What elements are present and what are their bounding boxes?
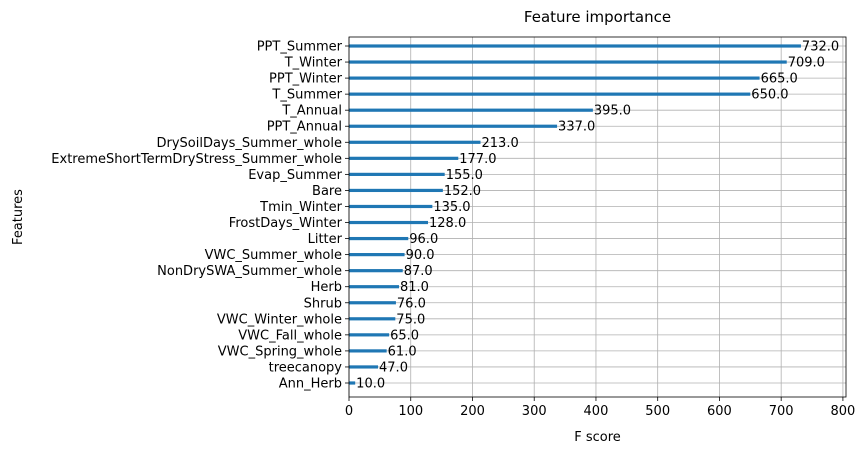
bar-value-label: 75.0 xyxy=(396,312,425,327)
bar xyxy=(349,188,443,193)
bar xyxy=(349,44,801,48)
bar xyxy=(349,381,356,385)
bar xyxy=(349,285,400,289)
bar xyxy=(349,220,429,225)
bar xyxy=(349,253,405,257)
bar-value-label: 96.0 xyxy=(409,232,438,247)
x-tick-label: 200 xyxy=(460,404,485,419)
y-tick-label: Litter xyxy=(308,232,343,247)
bar-value-label: 76.0 xyxy=(397,296,426,311)
bar-value-label: 81.0 xyxy=(400,280,429,295)
chart-title: Feature importance xyxy=(524,8,671,26)
bar xyxy=(349,317,396,321)
bar xyxy=(349,108,593,112)
y-tick-label: FrostDays_Winter xyxy=(229,216,343,231)
y-tick-label: Herb xyxy=(311,280,342,295)
y-tick-label: NonDrySWA_Summer_whole xyxy=(157,264,342,279)
bar-value-label: 47.0 xyxy=(379,360,408,375)
bar-value-label: 65.0 xyxy=(390,328,419,343)
y-tick-label: VWC_Winter_whole xyxy=(217,312,342,327)
x-tick-label: 800 xyxy=(830,404,855,419)
y-tick-label: treecanopy xyxy=(269,360,343,375)
x-tick-label: 500 xyxy=(645,404,670,419)
y-tick-label: VWC_Spring_whole xyxy=(218,344,342,359)
bar-value-label: 650.0 xyxy=(751,88,788,103)
bar-value-label: 155.0 xyxy=(446,168,483,183)
bar-value-label: 152.0 xyxy=(444,184,481,199)
bar-value-label: 177.0 xyxy=(459,152,496,167)
bar xyxy=(349,365,379,369)
bar xyxy=(349,140,481,144)
bar xyxy=(349,76,760,80)
axes-frame xyxy=(348,36,847,398)
bar xyxy=(349,269,403,273)
bar-value-label: 665.0 xyxy=(761,72,798,87)
bar xyxy=(349,92,751,96)
bars xyxy=(349,44,801,385)
y-axis-title: Features xyxy=(11,189,26,245)
bar-value-label: 135.0 xyxy=(433,200,470,215)
bar xyxy=(349,60,787,64)
x-tick-label: 700 xyxy=(769,404,794,419)
bar xyxy=(349,204,433,209)
bar xyxy=(349,236,409,241)
x-axis-title: F score xyxy=(574,430,621,445)
y-tick-label: Evap_Summer xyxy=(248,168,342,183)
bar xyxy=(349,301,396,305)
bar xyxy=(349,172,445,176)
x-tick-label: 600 xyxy=(707,404,732,419)
y-tick-label: VWC_Fall_whole xyxy=(238,328,342,343)
x-tick-label: 300 xyxy=(522,404,547,419)
bar xyxy=(349,333,390,337)
x-tick-label: 100 xyxy=(398,404,423,419)
x-tick-label: 0 xyxy=(345,404,353,419)
x-ticks: 0 100 200 300 400 500 600 700 800 xyxy=(345,397,855,419)
bar-value-label: 213.0 xyxy=(482,136,519,151)
y-tick-label: PPT_Winter xyxy=(269,72,343,87)
y-tick-label: Tmin_Winter xyxy=(259,200,342,215)
bar-value-label: 90.0 xyxy=(406,248,435,263)
y-tick-label: DrySoilDays_Summer_whole xyxy=(156,136,342,151)
bar xyxy=(349,349,387,353)
y-tick-label: VWC_Summer_whole xyxy=(205,248,342,263)
bar-value-label: 87.0 xyxy=(404,264,433,279)
y-ticks: PPT_SummerT_WinterPPT_WinterT_SummerT_An… xyxy=(51,40,349,392)
bar-value-label: 709.0 xyxy=(788,56,825,71)
x-tick-label: 400 xyxy=(584,404,609,419)
bar-value-label: 61.0 xyxy=(388,344,417,359)
y-tick-label: Shrub xyxy=(304,296,342,311)
bar-value-label: 10.0 xyxy=(356,377,385,392)
bar-value-label: 337.0 xyxy=(558,120,595,135)
y-tick-label: Bare xyxy=(312,184,342,199)
y-tick-label: PPT_Summer xyxy=(257,40,343,55)
bar xyxy=(349,156,459,160)
bar xyxy=(349,124,558,128)
y-tick-label: ExtremeShortTermDryStress_Summer_whole xyxy=(51,152,342,167)
y-tick-label: T_Annual xyxy=(281,104,342,119)
y-tick-label: PPT_Annual xyxy=(267,120,342,135)
bar-value-label: 395.0 xyxy=(594,104,631,119)
bar-value-label: 732.0 xyxy=(802,40,839,55)
y-tick-label: Ann_Herb xyxy=(279,377,342,392)
y-tick-label: T_Summer xyxy=(271,88,342,103)
bar-value-label: 128.0 xyxy=(429,216,466,231)
y-tick-label: T_Winter xyxy=(284,56,343,71)
